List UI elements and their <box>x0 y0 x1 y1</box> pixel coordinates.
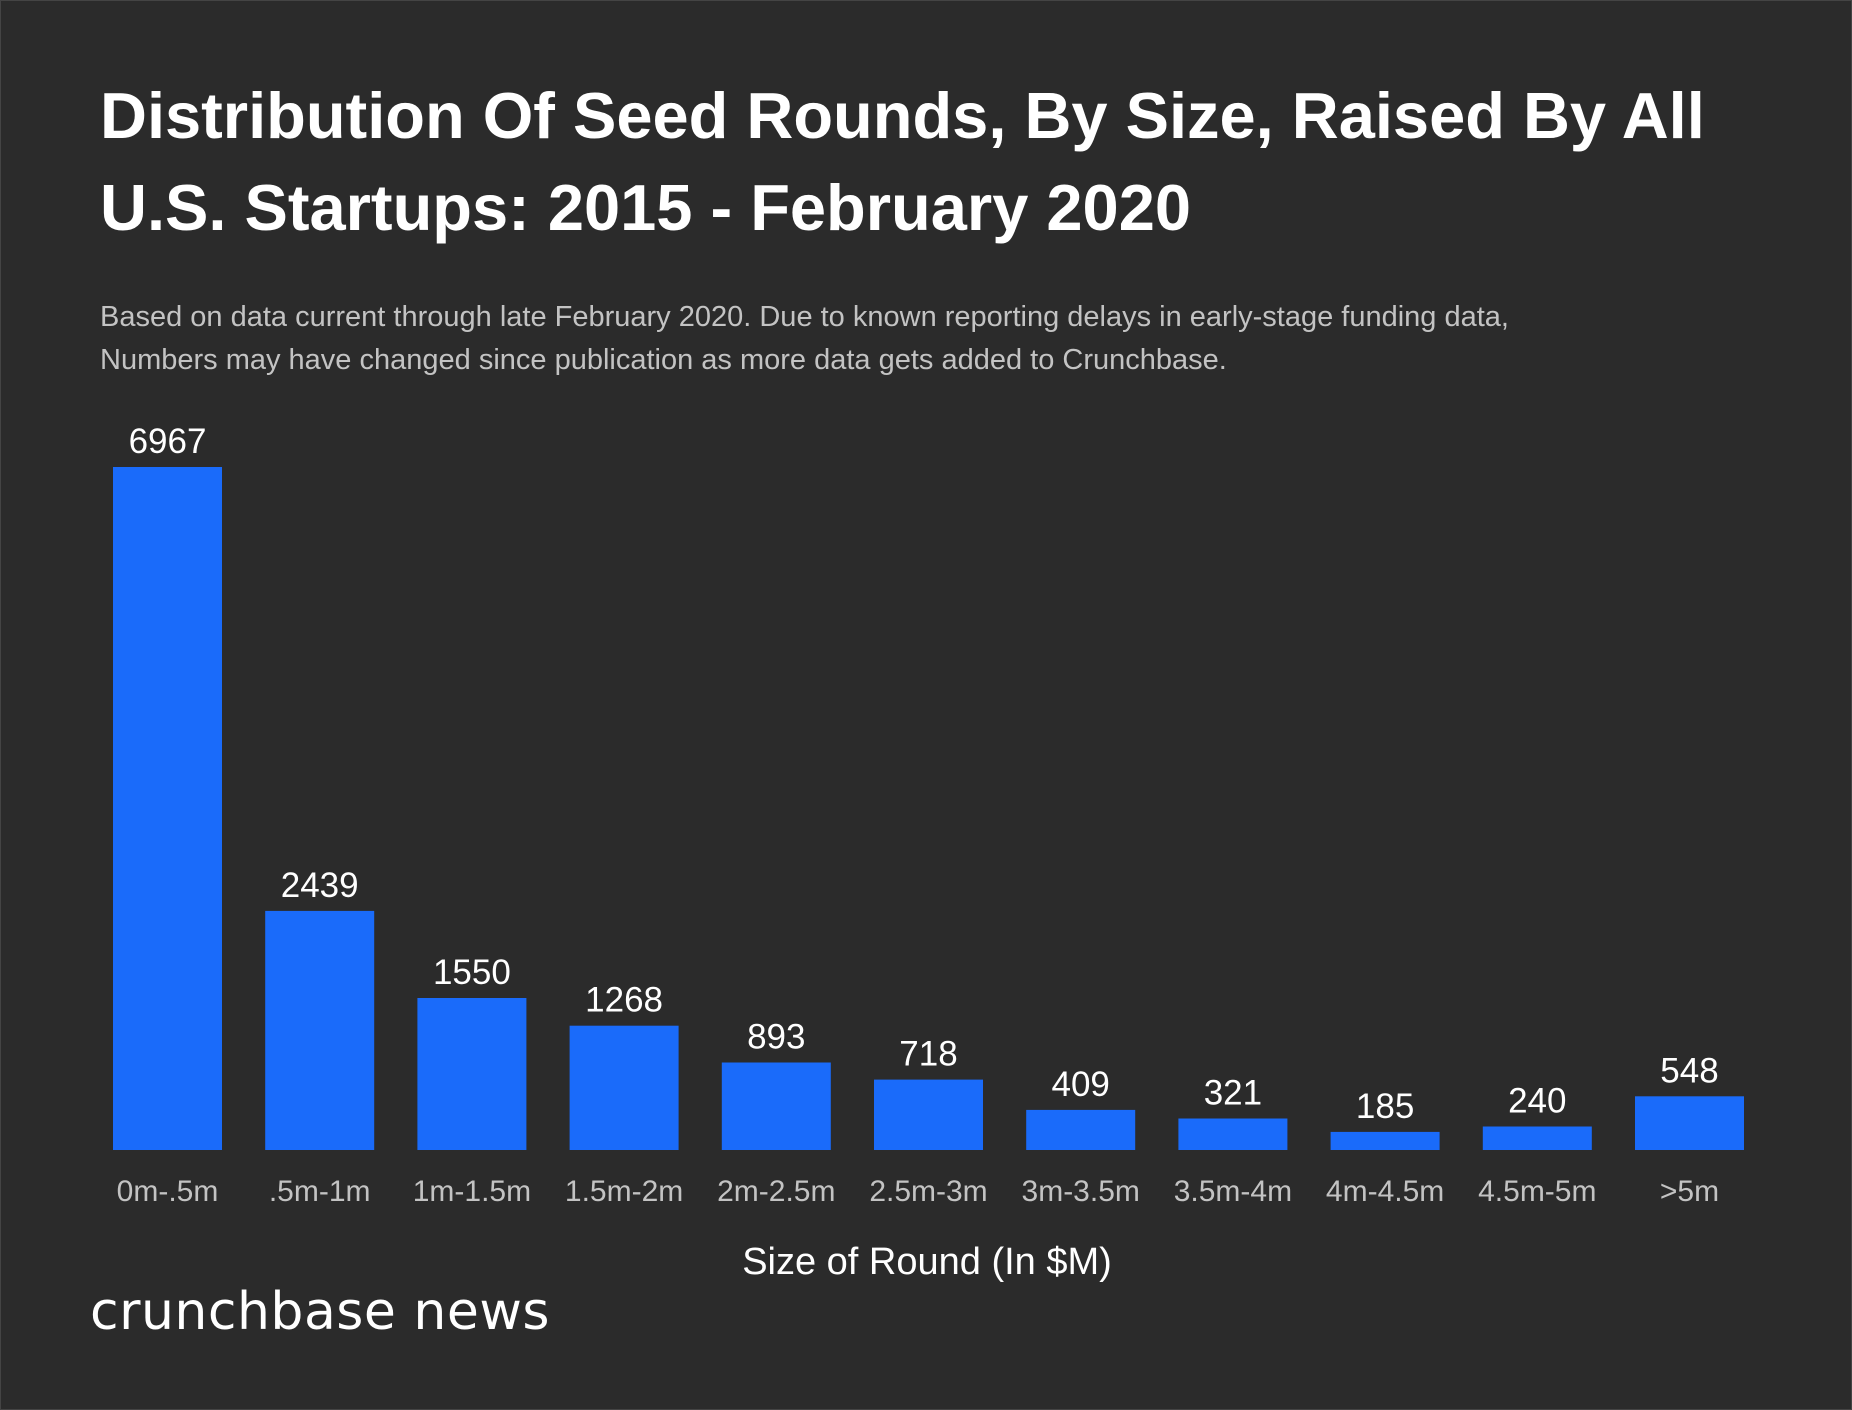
bar-0 <box>113 467 222 1150</box>
x-tick-label-group: 0m-.5m .5m-1m 1m-1.5m 1.5m-2m 2m-2.5m 2.5m-3m… <box>117 1175 1719 1208</box>
chart-subtitle-line-2: Numbers may have changed since publicati… <box>100 344 1227 376</box>
bar-1 <box>265 910 375 1150</box>
bar-value-label: 321 <box>1204 1074 1262 1113</box>
chart-title-line-2: U.S. Startups: 2015 - February 2020 <box>100 171 1192 244</box>
x-tick-label: 3.5m-4m <box>1174 1175 1292 1208</box>
bar-3 <box>569 1025 679 1150</box>
x-tick-label: 2.5m-3m <box>869 1175 987 1208</box>
bar-value-label: 6967 <box>129 422 207 461</box>
bar-value-label: 893 <box>747 1018 805 1057</box>
bar-value-label: 409 <box>1051 1065 1109 1104</box>
bar-4 <box>721 1062 831 1150</box>
bar-value-label: 185 <box>1356 1087 1414 1126</box>
x-tick-label: 4.5m-5m <box>1478 1175 1596 1208</box>
chart-title: Distribution Of Seed Rounds, By Size, Ra… <box>100 70 1780 254</box>
x-tick-label: 1m-1.5m <box>413 1175 531 1208</box>
bar-value-label: 2439 <box>281 866 359 905</box>
bar-6 <box>1026 1109 1136 1150</box>
bar-2 <box>417 998 527 1150</box>
bar-9 <box>1482 1126 1592 1150</box>
bar-value-label: 1550 <box>433 953 511 992</box>
bar-group <box>113 467 1744 1150</box>
x-tick-label: .5m-1m <box>269 1175 371 1208</box>
bar-7 <box>1178 1118 1288 1150</box>
bar-8 <box>1330 1131 1440 1150</box>
x-tick-label: 4m-4.5m <box>1326 1175 1444 1208</box>
x-tick-label: 2m-2.5m <box>717 1175 835 1208</box>
bar-5 <box>874 1079 983 1150</box>
x-axis-label: Size of Round (In $M) <box>742 1241 1112 1283</box>
chart-title-line-1: Distribution Of Seed Rounds, By Size, Ra… <box>100 79 1705 152</box>
x-tick-label: 0m-.5m <box>117 1175 219 1208</box>
x-tick-label: >5m <box>1660 1175 1719 1208</box>
x-tick-label: 3m-3.5m <box>1022 1175 1140 1208</box>
crunchbase-news-logo: crunchbase news <box>90 1282 550 1342</box>
bar-value-label: 718 <box>899 1035 957 1074</box>
value-label-group: 6967 2439 1550 1268 893 718 409 321 185 240 548 <box>129 422 1719 1126</box>
x-tick-label: 1.5m-2m <box>565 1175 683 1208</box>
bar-value-label: 548 <box>1660 1051 1718 1090</box>
bar-value-label: 1268 <box>585 981 663 1020</box>
chart-subtitle: Based on data current through late Febru… <box>100 296 1780 382</box>
bar-10 <box>1635 1096 1744 1150</box>
bar-value-label: 240 <box>1508 1082 1566 1121</box>
chart-subtitle-line-1: Based on data current through late Febru… <box>100 301 1509 333</box>
